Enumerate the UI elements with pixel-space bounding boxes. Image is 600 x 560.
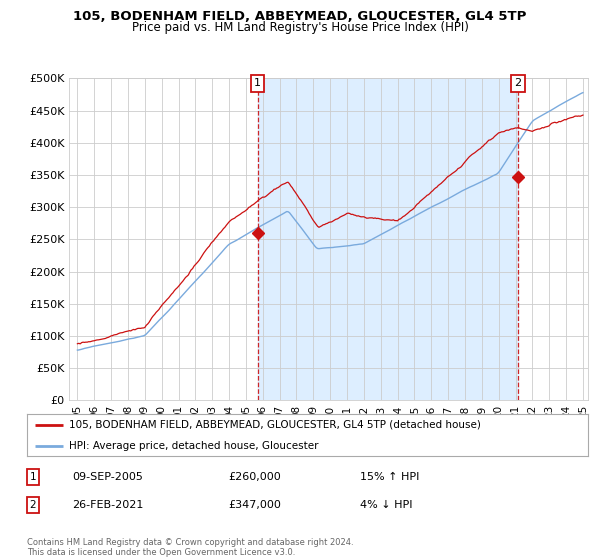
- Bar: [257, 78, 518, 400]
- Text: 1: 1: [254, 78, 261, 88]
- Text: £260,000: £260,000: [228, 472, 281, 482]
- Text: HPI: Average price, detached house, Gloucester: HPI: Average price, detached house, Glou…: [69, 441, 319, 451]
- Text: Price paid vs. HM Land Registry's House Price Index (HPI): Price paid vs. HM Land Registry's House …: [131, 21, 469, 34]
- Text: 2: 2: [515, 78, 521, 88]
- Text: Contains HM Land Registry data © Crown copyright and database right 2024.
This d: Contains HM Land Registry data © Crown c…: [27, 538, 353, 557]
- Text: 26-FEB-2021: 26-FEB-2021: [72, 500, 143, 510]
- Text: 1: 1: [29, 472, 37, 482]
- Text: 105, BODENHAM FIELD, ABBEYMEAD, GLOUCESTER, GL4 5TP (detached house): 105, BODENHAM FIELD, ABBEYMEAD, GLOUCEST…: [69, 420, 481, 430]
- Text: 15% ↑ HPI: 15% ↑ HPI: [360, 472, 419, 482]
- Text: £347,000: £347,000: [228, 500, 281, 510]
- Text: 4% ↓ HPI: 4% ↓ HPI: [360, 500, 413, 510]
- Text: 09-SEP-2005: 09-SEP-2005: [72, 472, 143, 482]
- Text: 105, BODENHAM FIELD, ABBEYMEAD, GLOUCESTER, GL4 5TP: 105, BODENHAM FIELD, ABBEYMEAD, GLOUCEST…: [73, 10, 527, 23]
- Text: 2: 2: [29, 500, 37, 510]
